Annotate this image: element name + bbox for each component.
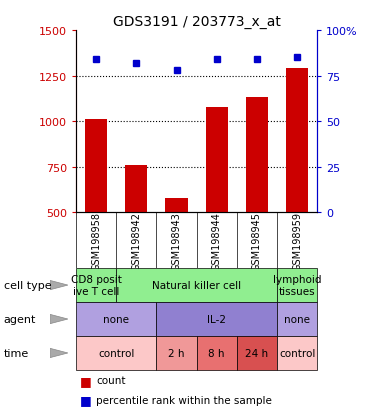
Text: none: none xyxy=(103,314,129,324)
Text: ■: ■ xyxy=(80,394,92,406)
Text: time: time xyxy=(4,348,29,358)
Text: none: none xyxy=(284,314,310,324)
Text: percentile rank within the sample: percentile rank within the sample xyxy=(96,395,272,405)
Bar xyxy=(197,336,237,370)
Text: lymphoid
tissues: lymphoid tissues xyxy=(273,275,321,296)
Text: CD8 posit
ive T cell: CD8 posit ive T cell xyxy=(71,275,122,296)
Bar xyxy=(246,98,268,213)
Text: count: count xyxy=(96,375,126,385)
Text: Natural killer cell: Natural killer cell xyxy=(152,280,241,290)
Bar xyxy=(85,120,107,213)
Text: 8 h: 8 h xyxy=(209,348,225,358)
Bar xyxy=(116,268,277,302)
Bar xyxy=(76,268,116,302)
Text: GSM198942: GSM198942 xyxy=(131,211,141,270)
Polygon shape xyxy=(50,315,68,324)
Bar xyxy=(237,336,277,370)
Text: control: control xyxy=(279,348,315,358)
Polygon shape xyxy=(50,349,68,358)
Text: GSM198958: GSM198958 xyxy=(91,211,101,270)
Title: GDS3191 / 203773_x_at: GDS3191 / 203773_x_at xyxy=(113,14,280,28)
Bar xyxy=(277,302,317,336)
Polygon shape xyxy=(50,281,68,290)
Bar xyxy=(277,336,317,370)
Text: GSM198945: GSM198945 xyxy=(252,211,262,270)
Text: 2 h: 2 h xyxy=(168,348,185,358)
Bar xyxy=(157,302,277,336)
Bar xyxy=(206,107,228,213)
Bar xyxy=(76,302,157,336)
Bar xyxy=(277,268,317,302)
Text: control: control xyxy=(98,348,134,358)
Bar xyxy=(76,336,157,370)
Text: 24 h: 24 h xyxy=(245,348,269,358)
Text: GSM198943: GSM198943 xyxy=(171,211,181,270)
Bar xyxy=(286,69,308,213)
Bar xyxy=(157,336,197,370)
Text: ■: ■ xyxy=(80,374,92,387)
Bar xyxy=(125,166,147,213)
Text: GSM198959: GSM198959 xyxy=(292,211,302,270)
Text: cell type: cell type xyxy=(4,280,51,290)
Text: IL-2: IL-2 xyxy=(207,314,226,324)
Text: GSM198944: GSM198944 xyxy=(212,211,222,270)
Text: agent: agent xyxy=(4,314,36,324)
Bar xyxy=(165,198,188,213)
